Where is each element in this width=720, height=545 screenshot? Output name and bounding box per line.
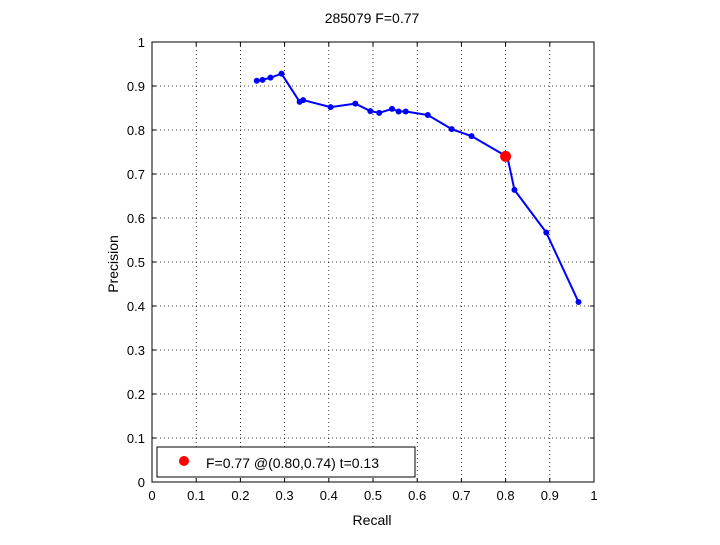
- y-tick-label: 0: [138, 475, 145, 490]
- data-point: [402, 108, 409, 115]
- x-tick-label: 0.3: [276, 488, 294, 503]
- y-tick-label: 1: [138, 35, 145, 50]
- best-f-point: [500, 150, 512, 162]
- y-axis-label: Precision: [105, 235, 121, 293]
- x-tick-label: 0.6: [408, 488, 426, 503]
- legend-entry-best-point: F=0.77 @(0.80,0.74) t=0.13: [206, 455, 379, 471]
- x-tick-label: 0: [148, 488, 155, 503]
- data-point: [543, 229, 550, 236]
- axes: [151, 41, 595, 483]
- data-point: [575, 299, 582, 306]
- data-point: [267, 74, 274, 81]
- data-point: [468, 133, 475, 140]
- data-point: [253, 77, 260, 84]
- data-point: [300, 97, 307, 104]
- y-tick-label: 0.5: [127, 255, 145, 270]
- tick-labels: 0 0.1 0.2 0.3 0.4 0.5 0.6 0.7 0.8 0.9 1 0 0.1 0.2 0.3 0…: [127, 35, 598, 503]
- legend-box: [156, 446, 416, 478]
- data-point: [424, 112, 431, 119]
- data-point: [367, 108, 374, 115]
- chart-title: 285079 F=0.77: [325, 10, 420, 26]
- data-point: [376, 109, 383, 116]
- y-tick-label: 0.9: [127, 79, 145, 94]
- x-tick-label: 0.7: [452, 488, 470, 503]
- y-tick-label: 0.1: [127, 431, 145, 446]
- data-point: [259, 76, 266, 83]
- x-tick-label: 0.9: [541, 488, 559, 503]
- x-tick-label: 1: [590, 488, 597, 503]
- data-point: [278, 70, 285, 77]
- series-layer: [253, 70, 582, 306]
- y-tick-label: 0.6: [127, 211, 145, 226]
- data-point: [389, 105, 396, 112]
- y-tick-label: 0.4: [127, 299, 145, 314]
- data-point: [448, 126, 455, 133]
- x-tick-label: 0.2: [231, 488, 249, 503]
- data-point: [327, 104, 334, 111]
- legend: F=0.77 @(0.80,0.74) t=0.13: [156, 446, 416, 478]
- legend-marker-best-point: [179, 456, 189, 466]
- data-point: [395, 108, 402, 115]
- x-tick-label: 0.5: [364, 488, 382, 503]
- data-point: [352, 100, 359, 107]
- y-tick-label: 0.2: [127, 387, 145, 402]
- grid: [152, 42, 594, 482]
- y-tick-label: 0.7: [127, 167, 145, 182]
- x-tick-label: 0.4: [320, 488, 338, 503]
- x-tick-label: 0.8: [497, 488, 515, 503]
- x-tick-label: 0.1: [187, 488, 205, 503]
- y-tick-label: 0.3: [127, 343, 145, 358]
- data-point: [511, 186, 518, 193]
- y-tick-label: 0.8: [127, 123, 145, 138]
- x-axis-label: Recall: [353, 512, 392, 528]
